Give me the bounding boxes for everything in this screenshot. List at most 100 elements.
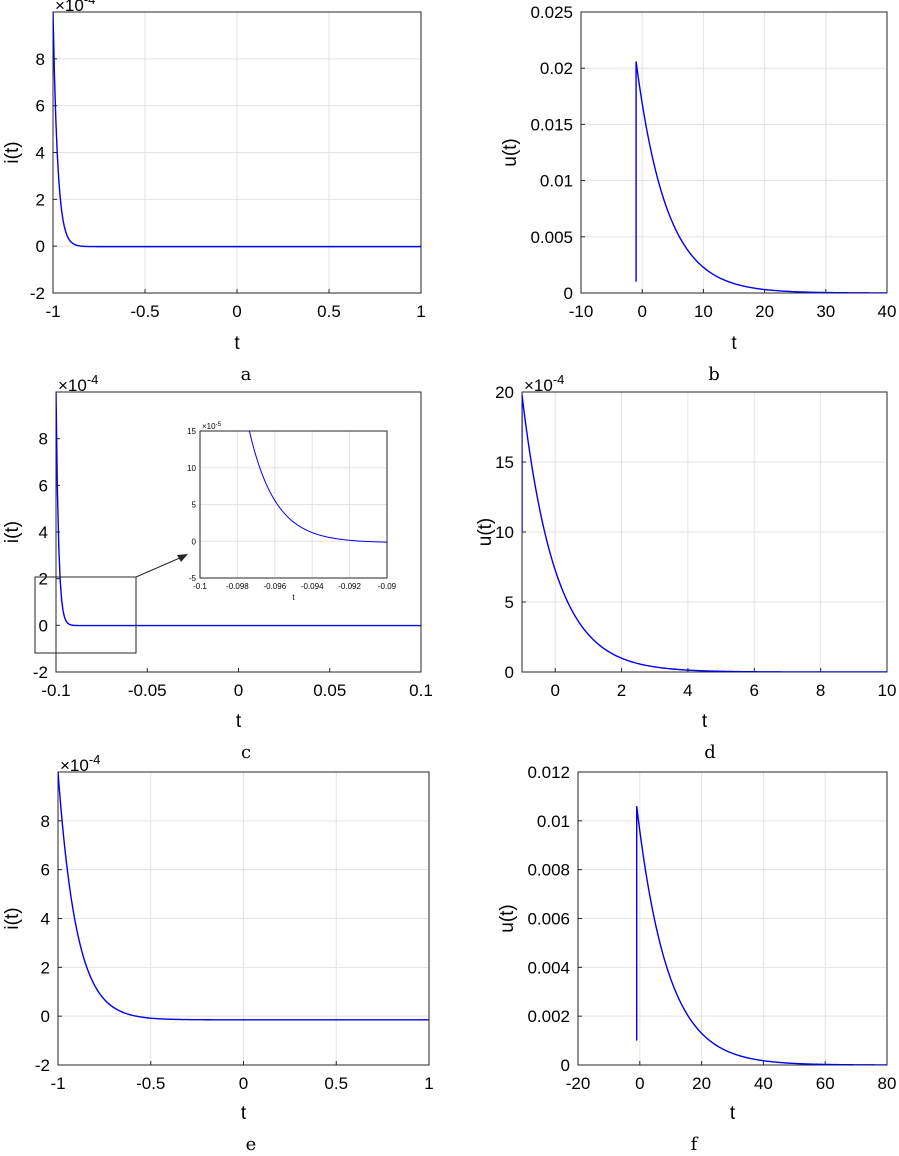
x-tick-label: 10	[694, 302, 713, 321]
inset-exponent-base: ×10	[202, 422, 216, 431]
y-tick-label: 4	[41, 910, 50, 929]
y-tick-label: 6	[36, 97, 45, 116]
y-tick-label: 0	[36, 237, 45, 256]
x-tick-label: -0.5	[136, 1074, 165, 1093]
y-tick-label: 0	[39, 616, 48, 635]
y-tick-label: 0	[41, 1007, 50, 1026]
inset-y-tick-label: 15	[187, 427, 196, 436]
y-tick-label: 0	[561, 1056, 570, 1075]
inset-axes-box	[199, 430, 388, 579]
inset-y-tick-label: 10	[187, 464, 196, 473]
y-tick-label: -2	[33, 663, 48, 682]
panel-caption: a	[241, 364, 252, 385]
x-tick-label: 80	[878, 1074, 897, 1093]
y-tick-label: 0.005	[530, 228, 573, 247]
x-tick-label: 20	[692, 1074, 711, 1093]
inset-x-tick-label: -0.092	[338, 582, 361, 591]
x-tick-label: -0.5	[130, 302, 159, 321]
x-tick-label: 0	[635, 1074, 644, 1093]
y-tick-label: 6	[39, 476, 48, 495]
y-exponent-label: ×10-4	[58, 372, 98, 395]
x-tick-label: 0	[550, 681, 559, 700]
y-tick-label: 15	[495, 453, 514, 472]
panel-d: 0 2 4 6 8 10 0 5 10 15 20 ×10-4 t u(t) d	[475, 372, 896, 763]
series-line	[53, 12, 421, 248]
y-tick-label: 2	[41, 958, 50, 977]
y-tick-label: 0	[505, 663, 514, 682]
x-tick-label: -1	[45, 302, 60, 321]
y-tick-label: 0.004	[527, 958, 570, 977]
x-tick-label: 0	[239, 1074, 248, 1093]
y-exponent-label: ×10-4	[524, 372, 564, 395]
x-tick-label: 20	[755, 302, 774, 321]
x-tick-label: 0	[232, 302, 241, 321]
y-tick-label: 0.012	[527, 763, 570, 782]
y-axis-label: i(t)	[2, 907, 23, 929]
panel-caption: f	[691, 1134, 699, 1155]
x-tick-label: 10	[878, 681, 897, 700]
x-tick-label: 0	[234, 681, 243, 700]
y-exponent-power: -4	[89, 752, 101, 767]
x-axis-label: t	[730, 1103, 736, 1124]
x-axis-label: t	[702, 711, 708, 732]
x-tick-label: 0	[637, 302, 646, 321]
inset-y-tick-label: -5	[189, 574, 197, 583]
y-axis-label: u(t)	[500, 138, 521, 167]
y-tick-label: 0.015	[530, 115, 573, 134]
x-tick-label: -0.1	[41, 681, 70, 700]
x-tick-label: 1	[424, 1074, 433, 1093]
y-exponent-power: -4	[84, 0, 96, 7]
y-exponent-label: ×10-4	[55, 0, 95, 15]
panel-f: -20 0 20 40 60 8000.0020.0040.0060.0080.010.0…	[497, 763, 896, 1155]
y-tick-label: 8	[41, 812, 50, 831]
x-axis-label: t	[236, 711, 242, 732]
panel-b: -10 0 10 20 30 4000.0050.010.0150.020.025tu(t…	[500, 3, 896, 385]
panel-caption: c	[241, 742, 251, 763]
y-tick-label: 20	[495, 383, 514, 402]
panel-e: -1 -0.5 0 0.5 1 -2 0 2 4 6 8 ×10-4 t i(t) e	[2, 752, 434, 1155]
panel-caption: d	[704, 742, 716, 763]
y-exponent-power: -4	[87, 372, 99, 387]
inset-y-tick-label: 5	[192, 501, 197, 510]
y-tick-label: 8	[36, 50, 45, 69]
zoom-arrow-line	[135, 556, 183, 578]
x-tick-label: -20	[566, 1074, 591, 1093]
inset-x-axis-label: t	[292, 593, 295, 602]
y-tick-label: 0.006	[527, 910, 570, 929]
zoom-arrow-head	[177, 554, 188, 562]
y-tick-label: 8	[39, 430, 48, 449]
zoom-region-box	[34, 576, 137, 654]
series-line	[635, 61, 887, 293]
series-line	[58, 772, 429, 1021]
inset-y-tick-label: 0	[192, 537, 197, 546]
x-tick-label: -0.05	[128, 681, 167, 700]
y-exponent-base: ×10	[60, 756, 89, 775]
y-tick-label: 0.01	[540, 172, 573, 191]
inset-exponent-power: -5	[216, 422, 222, 428]
inset-x-tick-label: -0.1	[193, 582, 207, 591]
y-tick-label: -2	[35, 1056, 50, 1075]
x-tick-label: 6	[750, 681, 759, 700]
inset-x-tick-label: -0.09	[378, 582, 397, 591]
x-tick-label: 1	[416, 302, 425, 321]
y-tick-label: 5	[505, 593, 514, 612]
y-tick-label: 0.008	[527, 861, 570, 880]
y-axis-label: u(t)	[475, 518, 496, 547]
series-line	[56, 392, 421, 627]
panel-caption: e	[246, 1134, 257, 1155]
x-tick-label: 0.5	[317, 302, 341, 321]
x-tick-label: 2	[617, 681, 626, 700]
y-exponent-base: ×10	[58, 376, 87, 395]
y-axis-label: u(t)	[497, 904, 518, 933]
panel-caption: b	[708, 364, 720, 385]
y-tick-label: 0.025	[530, 3, 573, 22]
x-tick-label: 40	[754, 1074, 773, 1093]
y-tick-label: 6	[41, 861, 50, 880]
inset-y-exponent-label: ×10-5	[202, 422, 222, 431]
inset-series-line	[248, 431, 387, 543]
x-tick-label: -1	[50, 1074, 65, 1093]
inset-x-tick-label: -0.098	[226, 582, 249, 591]
inset-x-tick-label: -0.096	[263, 582, 286, 591]
